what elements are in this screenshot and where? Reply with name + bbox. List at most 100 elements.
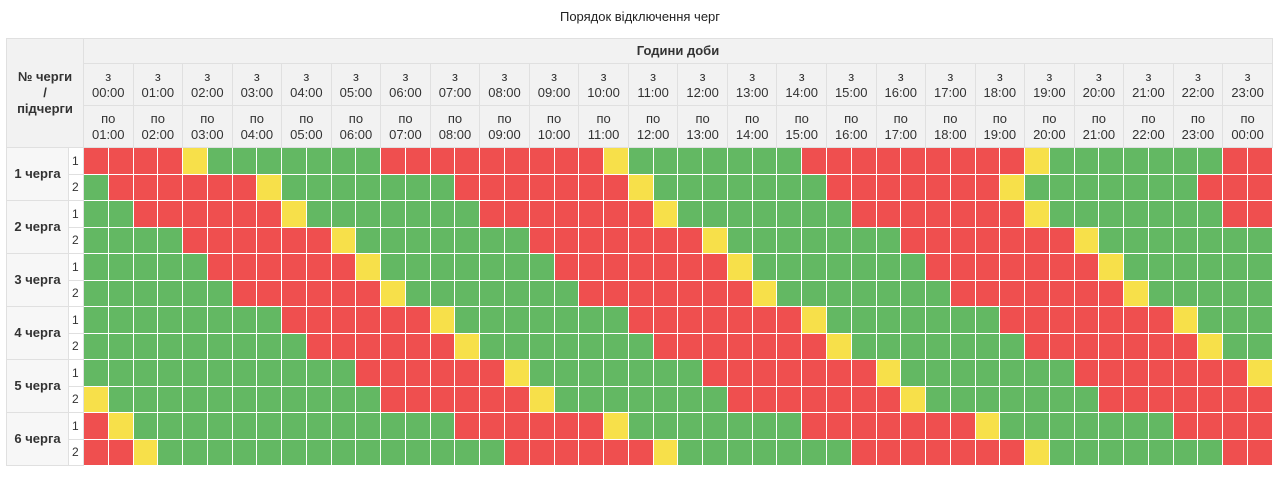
subqueue-row: 3 черга 1: [6, 253, 1274, 307]
schedule-cell: [1222, 147, 1248, 175]
hour-to-header: по 02:00: [132, 105, 184, 148]
schedule-cell: [281, 385, 307, 413]
schedule-cell: [231, 332, 258, 360]
schedule-cell: [553, 412, 580, 440]
schedule-cell: [677, 226, 704, 254]
schedule-cell: [355, 385, 382, 413]
schedule-cell: [454, 438, 481, 466]
schedule-cell: [305, 200, 332, 228]
schedule-cell: [1073, 226, 1100, 254]
from-prefix: з: [1194, 68, 1201, 84]
schedule-cell: [1073, 359, 1100, 387]
schedule-cell: [900, 147, 927, 175]
to-prefix: по: [992, 110, 1007, 126]
schedule-cell: [627, 412, 654, 440]
schedule-cell: [1098, 200, 1125, 228]
schedule-cell: [479, 147, 506, 175]
schedule-cell: [429, 385, 456, 413]
schedule-cell: [454, 147, 481, 175]
schedule-cell: [776, 253, 803, 281]
schedule-cell: [1048, 359, 1075, 387]
schedule-cell: [603, 306, 629, 334]
schedule-cell: [677, 385, 704, 413]
to-prefix: по: [497, 110, 512, 126]
schedule-cell: [1098, 359, 1125, 387]
to-time: 11:00: [587, 126, 620, 142]
schedule-cell: [677, 173, 704, 201]
schedule-cell: [726, 385, 753, 413]
schedule-cell: [429, 200, 456, 228]
schedule-cell: [726, 253, 753, 281]
schedule-cell: [157, 332, 184, 360]
schedule-cell: [1222, 385, 1248, 413]
schedule-cell: [900, 332, 927, 360]
schedule-cell: [925, 279, 951, 307]
schedule-cell: [801, 412, 827, 440]
schedule-cell: [305, 438, 332, 466]
schedule-cell: [925, 253, 951, 281]
schedule-cell: [652, 412, 679, 440]
schedule-cell: [726, 147, 753, 175]
schedule-cell: [182, 385, 208, 413]
schedule-cell: [231, 226, 258, 254]
queue-label: 5 черга: [6, 359, 69, 413]
schedule-cell: [627, 359, 654, 387]
schedule-cell: [355, 279, 382, 307]
schedule-cell: [1048, 226, 1075, 254]
schedule-cell: [578, 385, 605, 413]
hour-to-header: по 13:00: [677, 105, 728, 148]
schedule-cell: [776, 200, 803, 228]
schedule-cell: [1172, 438, 1199, 466]
schedule-cell: [182, 200, 208, 228]
schedule-cell: [182, 279, 208, 307]
schedule-cell: [404, 253, 431, 281]
schedule-cell: [454, 279, 481, 307]
schedule-cell: [825, 200, 852, 228]
schedule-cell: [281, 279, 307, 307]
schedule-cell: [83, 279, 109, 307]
schedule-cell: [479, 306, 506, 334]
schedule-cell: [404, 279, 431, 307]
schedule-cell: [454, 332, 481, 360]
schedule-cell: [429, 412, 456, 440]
to-prefix: по: [299, 110, 314, 126]
from-time: 09:00: [537, 84, 571, 100]
schedule-cell: [380, 385, 406, 413]
schedule-cell: [355, 226, 382, 254]
schedule-cell: [380, 253, 406, 281]
schedule-cell: [355, 438, 382, 466]
schedule-cell: [83, 173, 109, 201]
schedule-cell: [380, 332, 406, 360]
schedule-cell: [949, 359, 976, 387]
schedule-cell: [1172, 173, 1199, 201]
schedule-cell: [1024, 412, 1050, 440]
hour-to-header: по 07:00: [380, 105, 431, 148]
schedule-cell: [553, 306, 580, 334]
schedule-cell: [528, 306, 555, 334]
to-prefix: по: [695, 110, 710, 126]
schedule-cell: [974, 332, 1001, 360]
schedule-cell: [479, 173, 506, 201]
subqueue-row: 2 черга 1: [6, 200, 1274, 254]
schedule-cell: [206, 412, 233, 440]
schedule-cell: [999, 385, 1026, 413]
schedule-cell: [404, 200, 431, 228]
from-time: 16:00: [884, 84, 918, 100]
schedule-cell: [578, 412, 605, 440]
hour-to-header: по 16:00: [825, 105, 877, 148]
schedule-cell: [1197, 173, 1224, 201]
from-prefix: з: [253, 68, 260, 84]
schedule-cell: [850, 253, 877, 281]
schedule-cell: [330, 200, 357, 228]
schedule-cell: [404, 306, 431, 334]
schedule-cell: [1172, 412, 1199, 440]
schedule-cell: [776, 385, 803, 413]
schedule-cell: [875, 412, 902, 440]
schedule-cell: [107, 253, 134, 281]
schedule-cell: [1172, 226, 1199, 254]
queue-column-header: № черги / підчерги: [6, 38, 84, 148]
schedule-cell: [1246, 200, 1274, 228]
schedule-cell: [627, 226, 654, 254]
schedule-cell: [702, 412, 728, 440]
from-prefix: з: [749, 68, 756, 84]
